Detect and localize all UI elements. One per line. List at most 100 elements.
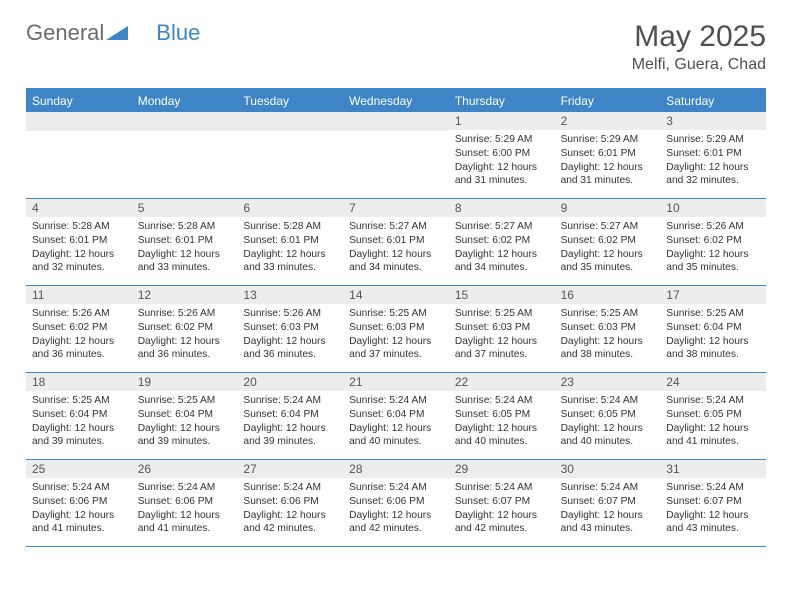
daylight-line: Daylight: 12 hours and 39 minutes. <box>243 422 337 450</box>
day-cell: 4Sunrise: 5:28 AMSunset: 6:01 PMDaylight… <box>26 199 132 285</box>
day-header-cell: Thursday <box>449 90 555 112</box>
sunrise-line: Sunrise: 5:29 AM <box>666 133 760 147</box>
day-info: Sunrise: 5:24 AMSunset: 6:04 PMDaylight:… <box>237 391 343 453</box>
logo-triangle-icon <box>106 20 128 46</box>
day-info: Sunrise: 5:24 AMSunset: 6:05 PMDaylight:… <box>449 391 555 453</box>
daylight-line: Daylight: 12 hours and 38 minutes. <box>561 335 655 363</box>
sunrise-line: Sunrise: 5:27 AM <box>349 220 443 234</box>
day-number: 1 <box>449 112 555 130</box>
day-number: 27 <box>237 460 343 478</box>
day-number: 14 <box>343 286 449 304</box>
day-info: Sunrise: 5:25 AMSunset: 6:03 PMDaylight:… <box>449 304 555 366</box>
day-cell: 6Sunrise: 5:28 AMSunset: 6:01 PMDaylight… <box>237 199 343 285</box>
sunrise-line: Sunrise: 5:25 AM <box>455 307 549 321</box>
sunset-line: Sunset: 6:02 PM <box>666 234 760 248</box>
sunrise-line: Sunrise: 5:24 AM <box>561 481 655 495</box>
header: General Blue May 2025 Melfi, Guera, Chad <box>0 0 792 82</box>
day-cell: 18Sunrise: 5:25 AMSunset: 6:04 PMDayligh… <box>26 373 132 459</box>
day-info: Sunrise: 5:24 AMSunset: 6:05 PMDaylight:… <box>555 391 661 453</box>
day-number: 25 <box>26 460 132 478</box>
sunrise-line: Sunrise: 5:24 AM <box>455 394 549 408</box>
day-header-row: SundayMondayTuesdayWednesdayThursdayFrid… <box>26 90 766 112</box>
sunset-line: Sunset: 6:00 PM <box>455 147 549 161</box>
day-info: Sunrise: 5:24 AMSunset: 6:07 PMDaylight:… <box>555 478 661 540</box>
weeks-container: 1Sunrise: 5:29 AMSunset: 6:00 PMDaylight… <box>26 112 766 547</box>
sunrise-line: Sunrise: 5:27 AM <box>455 220 549 234</box>
day-number: 10 <box>660 199 766 217</box>
day-info: Sunrise: 5:28 AMSunset: 6:01 PMDaylight:… <box>26 217 132 279</box>
sunset-line: Sunset: 6:07 PM <box>561 495 655 509</box>
day-info: Sunrise: 5:25 AMSunset: 6:03 PMDaylight:… <box>343 304 449 366</box>
daylight-line: Daylight: 12 hours and 33 minutes. <box>243 248 337 276</box>
day-info: Sunrise: 5:27 AMSunset: 6:01 PMDaylight:… <box>343 217 449 279</box>
sunset-line: Sunset: 6:05 PM <box>455 408 549 422</box>
sunrise-line: Sunrise: 5:28 AM <box>243 220 337 234</box>
daylight-line: Daylight: 12 hours and 40 minutes. <box>455 422 549 450</box>
day-number: 12 <box>132 286 238 304</box>
day-cell: 29Sunrise: 5:24 AMSunset: 6:07 PMDayligh… <box>449 460 555 546</box>
day-info: Sunrise: 5:24 AMSunset: 6:06 PMDaylight:… <box>26 478 132 540</box>
month-title: May 2025 <box>632 20 766 54</box>
day-header-cell: Wednesday <box>343 90 449 112</box>
location: Melfi, Guera, Chad <box>632 56 766 74</box>
sunrise-line: Sunrise: 5:24 AM <box>349 481 443 495</box>
day-cell: 22Sunrise: 5:24 AMSunset: 6:05 PMDayligh… <box>449 373 555 459</box>
day-number: 15 <box>449 286 555 304</box>
day-info: Sunrise: 5:24 AMSunset: 6:06 PMDaylight:… <box>132 478 238 540</box>
sunrise-line: Sunrise: 5:26 AM <box>138 307 232 321</box>
day-info: Sunrise: 5:29 AMSunset: 6:00 PMDaylight:… <box>449 130 555 192</box>
daylight-line: Daylight: 12 hours and 43 minutes. <box>666 509 760 537</box>
day-number: 23 <box>555 373 661 391</box>
sunset-line: Sunset: 6:01 PM <box>243 234 337 248</box>
day-number-empty <box>26 112 132 131</box>
day-cell: 13Sunrise: 5:26 AMSunset: 6:03 PMDayligh… <box>237 286 343 372</box>
daylight-line: Daylight: 12 hours and 31 minutes. <box>561 161 655 189</box>
sunrise-line: Sunrise: 5:24 AM <box>243 394 337 408</box>
day-cell: 5Sunrise: 5:28 AMSunset: 6:01 PMDaylight… <box>132 199 238 285</box>
day-number: 2 <box>555 112 661 130</box>
day-number: 20 <box>237 373 343 391</box>
sunrise-line: Sunrise: 5:24 AM <box>349 394 443 408</box>
day-number: 18 <box>26 373 132 391</box>
day-info: Sunrise: 5:24 AMSunset: 6:05 PMDaylight:… <box>660 391 766 453</box>
sunset-line: Sunset: 6:05 PM <box>666 408 760 422</box>
day-number: 21 <box>343 373 449 391</box>
sunrise-line: Sunrise: 5:26 AM <box>32 307 126 321</box>
day-info: Sunrise: 5:24 AMSunset: 6:06 PMDaylight:… <box>237 478 343 540</box>
day-info: Sunrise: 5:27 AMSunset: 6:02 PMDaylight:… <box>449 217 555 279</box>
daylight-line: Daylight: 12 hours and 37 minutes. <box>455 335 549 363</box>
day-info: Sunrise: 5:24 AMSunset: 6:06 PMDaylight:… <box>343 478 449 540</box>
day-cell: 19Sunrise: 5:25 AMSunset: 6:04 PMDayligh… <box>132 373 238 459</box>
day-cell <box>132 112 238 198</box>
day-info: Sunrise: 5:24 AMSunset: 6:07 PMDaylight:… <box>660 478 766 540</box>
daylight-line: Daylight: 12 hours and 39 minutes. <box>138 422 232 450</box>
day-info: Sunrise: 5:24 AMSunset: 6:07 PMDaylight:… <box>449 478 555 540</box>
sunset-line: Sunset: 6:04 PM <box>138 408 232 422</box>
day-info: Sunrise: 5:26 AMSunset: 6:02 PMDaylight:… <box>26 304 132 366</box>
day-cell: 9Sunrise: 5:27 AMSunset: 6:02 PMDaylight… <box>555 199 661 285</box>
day-cell: 20Sunrise: 5:24 AMSunset: 6:04 PMDayligh… <box>237 373 343 459</box>
sunrise-line: Sunrise: 5:26 AM <box>666 220 760 234</box>
daylight-line: Daylight: 12 hours and 43 minutes. <box>561 509 655 537</box>
day-number-empty <box>237 112 343 131</box>
day-cell: 21Sunrise: 5:24 AMSunset: 6:04 PMDayligh… <box>343 373 449 459</box>
daylight-line: Daylight: 12 hours and 34 minutes. <box>349 248 443 276</box>
day-number: 6 <box>237 199 343 217</box>
daylight-line: Daylight: 12 hours and 36 minutes. <box>138 335 232 363</box>
sunrise-line: Sunrise: 5:29 AM <box>455 133 549 147</box>
sunset-line: Sunset: 6:06 PM <box>243 495 337 509</box>
daylight-line: Daylight: 12 hours and 42 minutes. <box>455 509 549 537</box>
week-row: 18Sunrise: 5:25 AMSunset: 6:04 PMDayligh… <box>26 373 766 460</box>
day-cell: 10 Sunrise: 5:26 AMSunset: 6:02 PMDayligh… <box>660 199 766 285</box>
sunset-line: Sunset: 6:04 PM <box>243 408 337 422</box>
day-number: 29 <box>449 460 555 478</box>
sunrise-line: Sunrise: 5:25 AM <box>561 307 655 321</box>
day-info: Sunrise: 5:26 AMSunset: 6:02 PMDaylight:… <box>132 304 238 366</box>
day-info: Sunrise: 5:28 AMSunset: 6:01 PMDaylight:… <box>132 217 238 279</box>
day-number: 13 <box>237 286 343 304</box>
day-number: 26 <box>132 460 238 478</box>
sunrise-line: Sunrise: 5:27 AM <box>561 220 655 234</box>
daylight-line: Daylight: 12 hours and 35 minutes. <box>666 248 760 276</box>
day-info: Sunrise: 5:28 AMSunset: 6:01 PMDaylight:… <box>237 217 343 279</box>
day-header-cell: Friday <box>555 90 661 112</box>
